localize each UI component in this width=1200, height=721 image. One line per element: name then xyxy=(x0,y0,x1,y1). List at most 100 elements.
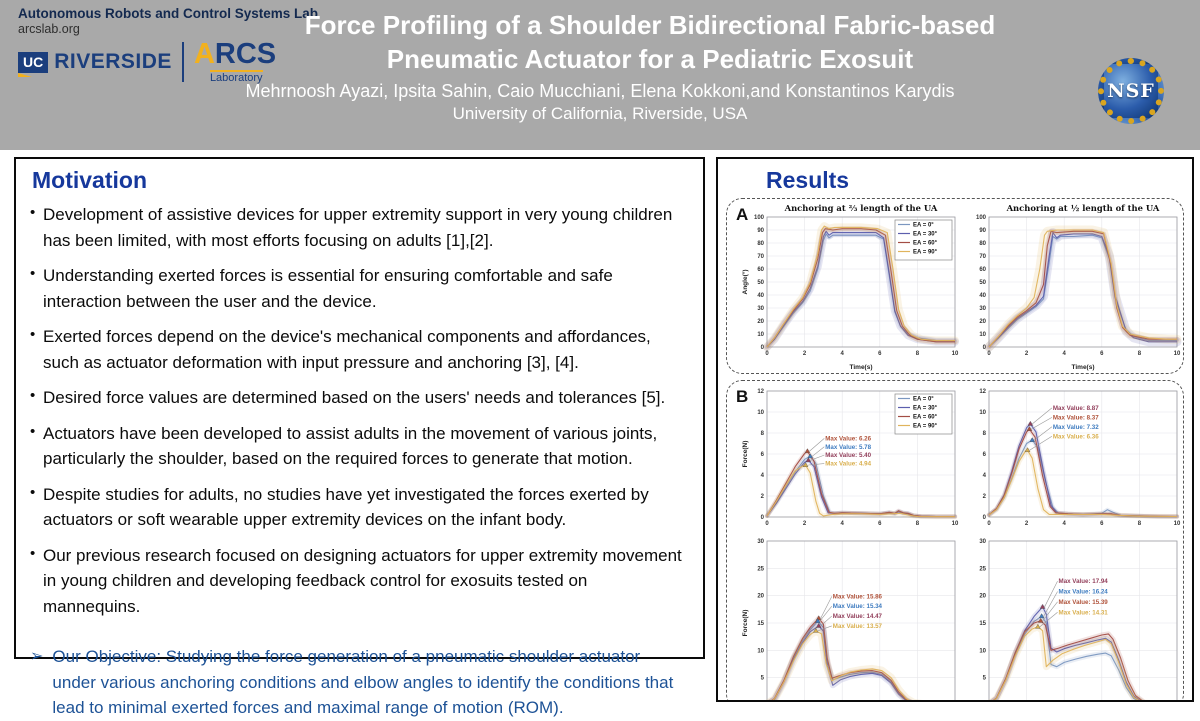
svg-text:0: 0 xyxy=(987,351,991,357)
affiliation-line: University of California, Riverside, USA xyxy=(452,104,748,123)
svg-text:EA = 60°: EA = 60° xyxy=(913,241,938,247)
svg-text:Time(s): Time(s) xyxy=(850,364,873,371)
svg-text:40: 40 xyxy=(757,293,764,299)
svg-text:EA = 90°: EA = 90° xyxy=(913,424,938,430)
motivation-bullet: Development of assistive devices for upp… xyxy=(30,202,685,253)
svg-text:20: 20 xyxy=(757,319,764,325)
ucr-wordmark: RIVERSIDE xyxy=(54,50,172,73)
svg-text:Force(N): Force(N) xyxy=(742,610,749,637)
svg-text:Max Value: 16.24: Max Value: 16.24 xyxy=(1059,588,1109,595)
svg-text:0: 0 xyxy=(761,515,765,521)
motivation-bullet: Despite studies for adults, no studies h… xyxy=(30,482,685,533)
svg-text:10: 10 xyxy=(952,521,959,527)
lab-name: Autonomous Robots and Control Systems La… xyxy=(18,6,319,21)
arcs-logo-sub: Laboratory xyxy=(209,70,263,84)
svg-text:EA = 30°: EA = 30° xyxy=(913,232,938,238)
svg-text:4: 4 xyxy=(1063,521,1067,527)
svg-text:Anchoring at ⅔ length of the U: Anchoring at ⅔ length of the UA xyxy=(784,203,938,213)
arcs-logo-rcs: RCS xyxy=(214,38,277,70)
svg-text:30: 30 xyxy=(979,539,986,545)
svg-text:10: 10 xyxy=(757,648,764,654)
chart-force-flexion-two-thirds: 0 2 4 6 8 10 0 2 4 6 8 10 12 Force(N) EA = 0° EA = 30° E… xyxy=(739,383,961,533)
svg-text:60: 60 xyxy=(979,267,986,273)
logo-row: UC RIVERSIDE ARCS Laboratory xyxy=(18,40,276,84)
svg-text:Max Value: 14.47: Max Value: 14.47 xyxy=(833,613,883,620)
logo-divider xyxy=(181,42,184,82)
motivation-bullet: Understanding exerted forces is essentia… xyxy=(30,263,685,314)
svg-text:8: 8 xyxy=(761,431,765,437)
section-b-label: B xyxy=(736,387,749,406)
svg-text:Max Value: 14.31: Max Value: 14.31 xyxy=(1059,609,1109,616)
svg-text:Max Value: 13.57: Max Value: 13.57 xyxy=(833,623,883,630)
svg-text:Angle(°): Angle(°) xyxy=(741,270,749,295)
svg-text:Max Value: 5.78: Max Value: 5.78 xyxy=(825,444,871,451)
svg-text:6: 6 xyxy=(878,521,882,527)
chart-angle-anchoring-two-thirds: 0 2 4 6 8 10 0 10 20 30 40 50 60 70 80 90 100 Anchoring a… xyxy=(739,201,961,373)
poster-title-line2: Pneumatic Actuator for a Pediatric Exosu… xyxy=(386,44,914,74)
uc-logo-icon: UC xyxy=(18,51,49,77)
svg-text:10: 10 xyxy=(952,351,959,357)
motivation-bullet: Actuators have been developed to assist … xyxy=(30,421,685,472)
chart-force-flexion-half: 0 2 4 6 8 10 0 2 4 6 8 10 12 Max Value: 8.87 Max Value… xyxy=(961,383,1183,533)
svg-text:Max Value: 6.26: Max Value: 6.26 xyxy=(825,435,871,442)
svg-text:4: 4 xyxy=(841,521,845,527)
svg-text:Force(N): Force(N) xyxy=(742,441,749,468)
motivation-bullet: Exerted forces depend on the device's me… xyxy=(30,324,685,375)
svg-text:2: 2 xyxy=(803,351,807,357)
svg-text:10: 10 xyxy=(979,410,986,416)
svg-text:20: 20 xyxy=(757,594,764,600)
svg-text:10: 10 xyxy=(757,332,764,338)
svg-text:Max Value: 7.32: Max Value: 7.32 xyxy=(1053,424,1099,431)
svg-text:8: 8 xyxy=(1138,521,1142,527)
svg-text:2: 2 xyxy=(803,521,807,527)
svg-text:Max Value: 6.36: Max Value: 6.36 xyxy=(1053,433,1099,440)
svg-text:2: 2 xyxy=(761,494,765,500)
svg-text:2: 2 xyxy=(1025,521,1029,527)
chart-angle-anchoring-half: 0 2 4 6 8 10 0 10 20 30 40 50 60 70 80 90 100 Anchoring a… xyxy=(961,201,1183,373)
svg-text:4: 4 xyxy=(761,473,765,479)
arrow-bullet-icon: ➢ xyxy=(30,648,44,665)
svg-text:25: 25 xyxy=(757,566,764,572)
svg-text:10: 10 xyxy=(979,648,986,654)
svg-text:EA = 90°: EA = 90° xyxy=(913,250,938,256)
svg-text:12: 12 xyxy=(979,389,986,395)
authors-line: Mehrnoosh Ayazi, Ipsita Sahin, Caio Mucc… xyxy=(245,81,955,101)
svg-text:8: 8 xyxy=(1138,351,1142,357)
svg-text:Max Value: 4.94: Max Value: 4.94 xyxy=(825,461,871,468)
svg-text:12: 12 xyxy=(757,389,764,395)
nsf-logo-text: NSF xyxy=(1107,80,1155,102)
svg-text:Max Value: 5.40: Max Value: 5.40 xyxy=(825,452,871,459)
svg-text:30: 30 xyxy=(979,306,986,312)
svg-text:80: 80 xyxy=(979,241,986,247)
svg-text:40: 40 xyxy=(979,293,986,299)
svg-text:Max Value: 15.86: Max Value: 15.86 xyxy=(833,593,883,600)
svg-text:8: 8 xyxy=(916,521,920,527)
svg-text:4: 4 xyxy=(1063,351,1067,357)
svg-text:2: 2 xyxy=(1025,351,1029,357)
motivation-panel: Motivation Development of assistive devi… xyxy=(14,157,705,717)
poster-title-line1: Force Profiling of a Shoulder Bidirectio… xyxy=(304,10,996,40)
section-a-label: A xyxy=(736,205,749,224)
svg-text:30: 30 xyxy=(757,539,764,545)
svg-text:5: 5 xyxy=(983,676,987,682)
results-panel: Results A 0 2 4 6 8 10 0 10 20 30 40 50 60 70 80 90 100 A… xyxy=(716,157,1194,702)
svg-text:6: 6 xyxy=(1100,351,1104,357)
svg-text:8: 8 xyxy=(916,351,920,357)
svg-text:EA = 30°: EA = 30° xyxy=(913,406,938,412)
svg-text:EA = 60°: EA = 60° xyxy=(913,415,938,421)
section-b-row1-charts: 0 2 4 6 8 10 0 2 4 6 8 10 12 Force(N) EA = 0° EA = 30° E… xyxy=(739,383,1183,533)
svg-text:5: 5 xyxy=(761,676,765,682)
svg-text:100: 100 xyxy=(754,215,765,221)
svg-text:70: 70 xyxy=(757,254,764,260)
svg-text:Max Value: 15.39: Max Value: 15.39 xyxy=(1059,599,1109,606)
svg-text:Anchoring at ½ length of the U: Anchoring at ½ length of the UA xyxy=(1006,203,1160,213)
lab-url: arcslab.org xyxy=(18,22,80,36)
svg-text:30: 30 xyxy=(757,306,764,312)
svg-text:6: 6 xyxy=(1100,521,1104,527)
svg-text:80: 80 xyxy=(757,241,764,247)
svg-text:15: 15 xyxy=(757,621,764,627)
svg-text:EA = 0°: EA = 0° xyxy=(913,397,934,403)
section-a-charts: 0 2 4 6 8 10 0 10 20 30 40 50 60 70 80 90 100 Anchoring a… xyxy=(739,201,1183,373)
nsf-logo-icon: NSF xyxy=(1098,58,1164,124)
